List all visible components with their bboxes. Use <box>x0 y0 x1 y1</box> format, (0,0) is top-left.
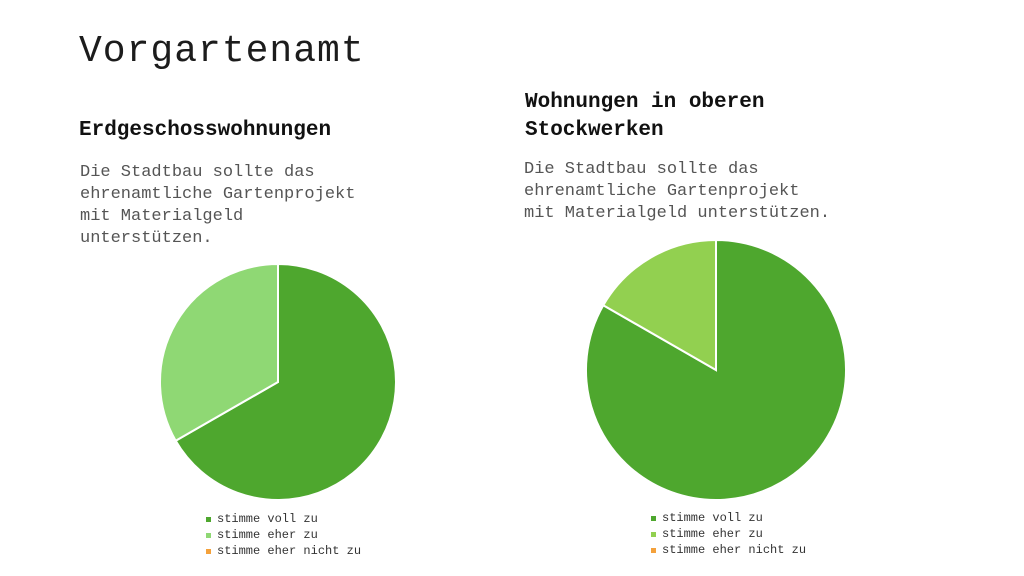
slide-title: Vorgartenamt <box>79 30 365 73</box>
pie-slice-2 <box>601 238 717 372</box>
legend-right: stimme voll zu stimme eher zu stimme eher … <box>651 510 806 558</box>
legend-label: stimme eher zu <box>217 528 318 542</box>
legend-swatch <box>206 548 211 554</box>
legend-label: stimme voll zu <box>662 511 763 525</box>
legend-item: stimme eher nicht zu <box>651 542 806 558</box>
legend-swatch <box>206 516 211 522</box>
chart-title-left: Erdgeschosswohnungen <box>79 119 332 142</box>
chart-subtitle-right: Die Stadtbau sollte das ehrenamtliche Ga… <box>524 160 831 223</box>
legend-item: stimme eher zu <box>651 526 806 542</box>
pie-slice-2 <box>159 262 279 443</box>
chart-subtitle-left: Die Stadtbau sollte das ehrenamtliche Ga… <box>80 163 356 248</box>
pie-chart-right <box>585 238 847 501</box>
legend-swatch <box>651 547 656 553</box>
legend-label: stimme voll zu <box>217 512 318 526</box>
legend-label: stimme eher zu <box>662 527 763 541</box>
legend-swatch <box>651 531 656 537</box>
legend-item: stimme eher nicht zu <box>206 543 361 559</box>
chart-title-right: Wohnungen in oberen Stockwerken <box>525 91 765 142</box>
legend-swatch <box>206 532 211 538</box>
legend-label: stimme eher nicht zu <box>217 544 362 558</box>
legend-label: stimme eher nicht zu <box>662 543 807 557</box>
legend-left: stimme voll zu stimme eher zu stimme eher … <box>206 511 361 559</box>
pie-slice-1 <box>174 262 397 501</box>
legend-item: stimme voll zu <box>651 510 806 526</box>
legend-item: stimme eher zu <box>206 527 361 543</box>
pie-chart-left <box>159 262 397 501</box>
legend-item: stimme voll zu <box>206 511 361 527</box>
legend-swatch <box>651 515 656 521</box>
